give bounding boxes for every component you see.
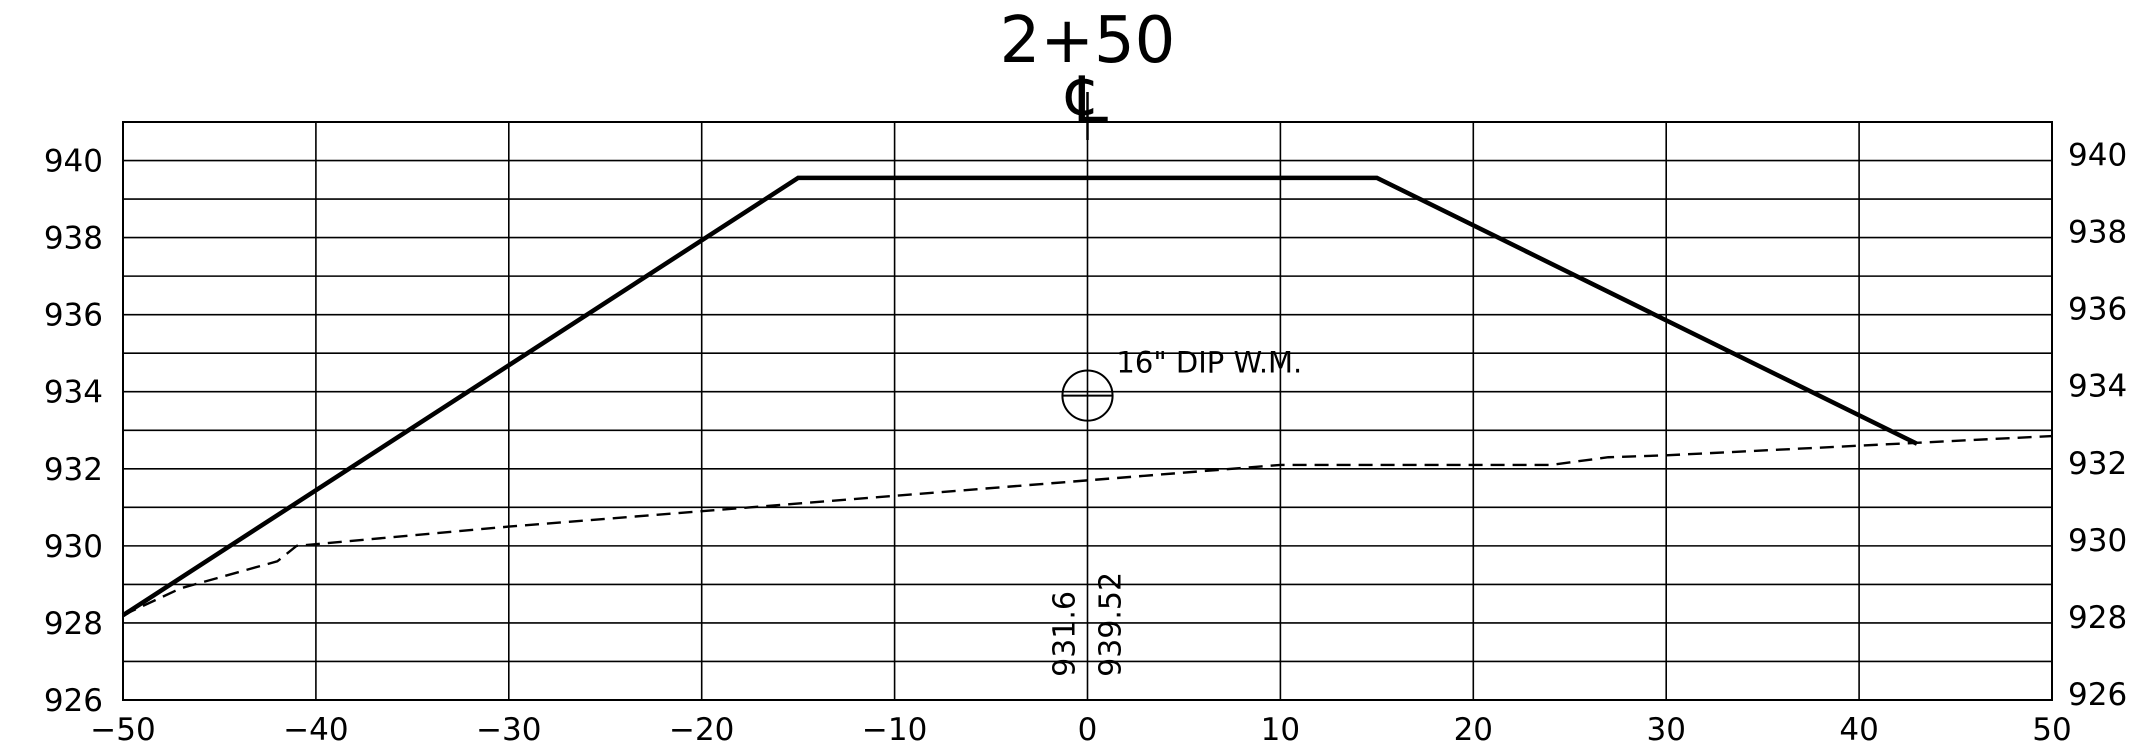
x-tick-label: 30 (1646, 712, 1685, 745)
y-tick-label-right: 926 (2068, 677, 2127, 713)
y-axis-tick-labels-left: 926 928 930 932 934 936 938 940 (44, 144, 103, 719)
annotations: 16" DIP W.M. 931.6 939.52 (1047, 92, 1302, 677)
profile-lines (121, 175, 2053, 618)
x-tick-label: −20 (669, 712, 734, 745)
x-axis-tick-labels: −50 −40 −30 −20 −10 0 10 20 30 40 50 (90, 712, 2071, 745)
y-axis-tick-labels-right: 926 928 930 932 934 936 938 940 (2068, 138, 2127, 713)
y-tick-label-left: 934 (44, 375, 103, 411)
elevation-label: 931.6 (1047, 591, 1082, 677)
y-tick-label-left: 932 (44, 452, 103, 488)
elevation-label: 939.52 (1094, 572, 1129, 677)
proposed-section-line (121, 175, 1918, 618)
x-tick-label: −50 (90, 712, 155, 745)
y-tick-label-left: 930 (44, 529, 103, 565)
y-tick-label-left: 940 (44, 144, 103, 180)
x-tick-label: −30 (476, 712, 541, 745)
y-tick-label-right: 928 (2068, 600, 2127, 636)
y-tick-label-left: 926 (44, 683, 103, 719)
y-tick-label-left: 936 (44, 298, 103, 334)
y-tick-label-right: 934 (2068, 369, 2127, 405)
x-tick-label: 50 (2032, 712, 2071, 745)
y-tick-label-right: 938 (2068, 215, 2127, 251)
grid (122, 121, 2053, 701)
y-tick-label-right: 930 (2068, 523, 2127, 559)
y-tick-label-right: 936 (2068, 292, 2127, 328)
y-tick-label-right: 940 (2068, 138, 2127, 174)
y-tick-label-left: 928 (44, 606, 103, 642)
x-tick-label: 40 (1839, 712, 1878, 745)
y-tick-label-left: 938 (44, 221, 103, 257)
x-tick-label: −10 (862, 712, 927, 745)
existing-ground-line (122, 434, 2053, 617)
x-tick-label: 0 (1078, 712, 1098, 745)
station-title: 2+50 (1000, 4, 1176, 78)
pipe-label: 16" DIP W.M. (1116, 345, 1302, 379)
x-tick-label: −40 (283, 712, 348, 745)
y-tick-label-right: 932 (2068, 446, 2127, 482)
x-tick-label: 10 (1261, 712, 1300, 745)
x-tick-label: 20 (1454, 712, 1493, 745)
